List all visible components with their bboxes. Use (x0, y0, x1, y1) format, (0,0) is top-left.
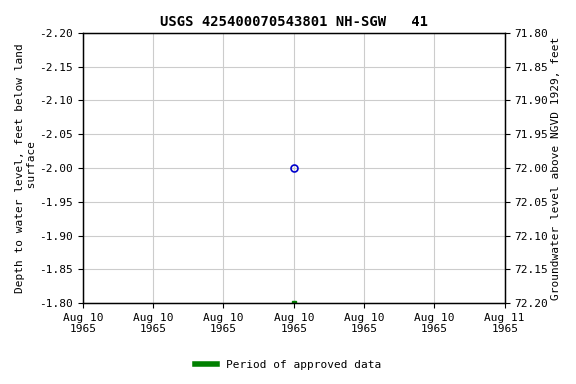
Y-axis label: Groundwater level above NGVD 1929, feet: Groundwater level above NGVD 1929, feet (551, 36, 561, 300)
Title: USGS 425400070543801 NH-SGW   41: USGS 425400070543801 NH-SGW 41 (160, 15, 428, 29)
Legend: Period of approved data: Period of approved data (191, 356, 385, 375)
Y-axis label: Depth to water level, feet below land
 surface: Depth to water level, feet below land su… (15, 43, 37, 293)
